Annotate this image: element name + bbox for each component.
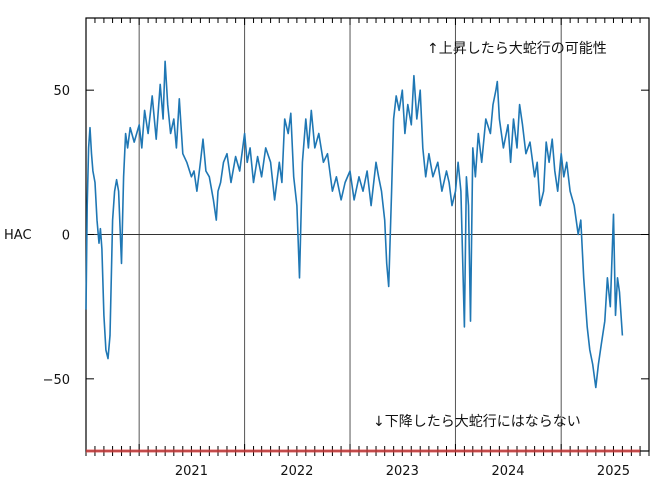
x-tick-label: 2024 [491, 464, 524, 479]
x-tick-label: 2021 [175, 464, 208, 479]
tick-labels: −50 0 50 2021 2022 2023 2024 2025 [43, 84, 630, 479]
x-tick-label: 2025 [597, 464, 630, 479]
axis-ticks [85, 18, 650, 456]
y-axis-label: HAC [4, 228, 32, 243]
y-tick-label: −50 [43, 373, 70, 388]
series-line [85, 60, 624, 389]
x-tick-label: 2022 [280, 464, 313, 479]
y-tick-label: 0 [62, 229, 70, 244]
lower-annotation: ↓下降したら大蛇行にはならない [373, 414, 581, 430]
upper-annotation: ↑上昇したら大蛇行の可能性 [427, 41, 607, 57]
y-tick-label: 50 [53, 84, 70, 99]
x-tick-label: 2023 [386, 464, 419, 479]
